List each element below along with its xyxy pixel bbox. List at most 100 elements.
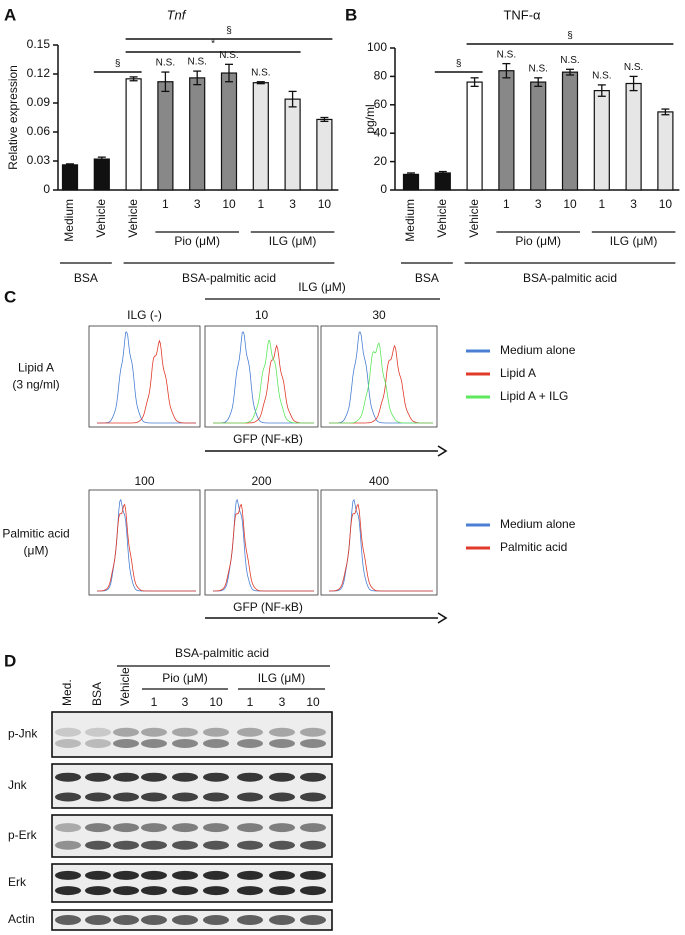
row-label: Palmitic acid bbox=[2, 527, 69, 541]
blot-band bbox=[113, 823, 139, 833]
blot-band bbox=[300, 727, 326, 737]
error-bar bbox=[438, 170, 447, 176]
panel-letter: A bbox=[4, 5, 16, 24]
bar bbox=[402, 173, 420, 191]
column-label: 200 bbox=[251, 474, 271, 488]
y-tick-label: 0.03 bbox=[27, 153, 51, 167]
blot-band bbox=[85, 870, 111, 880]
column-label: 30 bbox=[372, 308, 386, 322]
blot-band bbox=[300, 915, 326, 925]
histogram-curve bbox=[213, 503, 314, 592]
group-label: ILG (μM) bbox=[258, 671, 306, 685]
lane-label: BSA bbox=[90, 682, 104, 706]
error-bar bbox=[534, 77, 543, 87]
bar bbox=[125, 78, 142, 191]
blot-band bbox=[237, 739, 263, 748]
x-axis-label: GFP (NF-κB) bbox=[233, 432, 303, 446]
ns-label: N.S. bbox=[251, 67, 270, 78]
group-label: BSA bbox=[415, 271, 439, 285]
y-tick-label: 0 bbox=[43, 182, 50, 196]
x-tick-label: 3 bbox=[630, 197, 637, 211]
x-tick-label: 3 bbox=[289, 197, 296, 211]
x-tick-label: Vehicle bbox=[94, 199, 108, 238]
ns-label: N.S. bbox=[156, 58, 175, 69]
blot-band bbox=[113, 886, 139, 896]
significance-label: * bbox=[211, 39, 215, 50]
error-bar bbox=[597, 84, 606, 97]
lane-label: Med. bbox=[60, 679, 74, 706]
error-bar bbox=[502, 62, 511, 79]
blot-frame bbox=[51, 711, 333, 758]
ns-label: N.S. bbox=[528, 63, 547, 74]
x-tick-label: 10 bbox=[222, 197, 236, 211]
blot-band bbox=[237, 870, 263, 880]
blot-band bbox=[269, 823, 295, 833]
bar bbox=[189, 77, 206, 191]
blot-band bbox=[113, 792, 139, 802]
bar bbox=[61, 164, 79, 191]
blot-band bbox=[113, 870, 139, 880]
blot-band bbox=[300, 840, 326, 850]
blot-band bbox=[141, 727, 167, 737]
y-tick-label: 0.06 bbox=[27, 124, 51, 138]
column-label: 10 bbox=[255, 308, 269, 322]
blot-band bbox=[113, 840, 139, 850]
blot-band bbox=[300, 739, 326, 748]
x-tick-label: Medium bbox=[403, 199, 417, 242]
blot-band bbox=[113, 727, 139, 737]
x-tick-label: Medium bbox=[62, 199, 76, 242]
blot-band bbox=[55, 772, 81, 782]
ns-label: N.S. bbox=[624, 62, 643, 73]
error-bar bbox=[288, 90, 297, 108]
ns-label: N.S. bbox=[592, 71, 611, 82]
blot-frame bbox=[51, 863, 333, 903]
dose-label: 10 bbox=[209, 695, 223, 709]
error-bar bbox=[66, 163, 74, 167]
bar bbox=[220, 72, 238, 191]
histogram-frame bbox=[204, 325, 319, 428]
blot-band bbox=[113, 915, 139, 925]
header-label: BSA-palmitic acid bbox=[175, 646, 269, 660]
x-tick-label: 1 bbox=[598, 197, 605, 211]
histogram-frame bbox=[88, 325, 201, 428]
blot-band bbox=[300, 792, 326, 802]
arrow-head bbox=[437, 612, 448, 624]
blot-band bbox=[85, 840, 111, 850]
significance-label: § bbox=[456, 59, 462, 70]
y-axis-label: Relative expression bbox=[6, 65, 20, 170]
bar bbox=[561, 71, 579, 191]
blot-band bbox=[203, 840, 229, 850]
blot-band bbox=[300, 886, 326, 896]
blot-band bbox=[237, 727, 263, 737]
blot-band bbox=[85, 739, 111, 748]
blot-band bbox=[85, 915, 111, 925]
bar bbox=[252, 82, 269, 191]
x-tick-label: 1 bbox=[503, 197, 510, 211]
blot-band bbox=[55, 823, 81, 833]
panel-letter: B bbox=[345, 5, 357, 24]
blot-band bbox=[237, 886, 263, 896]
legend-label: Palmitic acid bbox=[500, 540, 567, 554]
lane-label: Vehicle bbox=[118, 667, 132, 706]
blot-band bbox=[172, 915, 198, 925]
dose-label: 3 bbox=[279, 695, 286, 709]
dose-label: 1 bbox=[247, 695, 254, 709]
y-tick-label: 0.12 bbox=[27, 66, 51, 80]
row-label: Jnk bbox=[8, 778, 28, 792]
row-label: (3 ng/ml) bbox=[12, 378, 59, 392]
blot-band bbox=[141, 772, 167, 782]
blot-band bbox=[269, 772, 295, 782]
histogram-curve bbox=[213, 339, 314, 424]
panel-letter: D bbox=[4, 651, 16, 670]
ns-label: N.S. bbox=[219, 50, 238, 61]
error-bar bbox=[566, 68, 574, 76]
legend-label: Lipid A bbox=[500, 366, 536, 380]
error-bar bbox=[161, 71, 170, 93]
histogram-frame bbox=[204, 489, 319, 596]
blot-band bbox=[269, 739, 295, 748]
group-label: Pio (μM) bbox=[174, 234, 220, 248]
blot-band bbox=[55, 870, 81, 880]
blot-band bbox=[172, 886, 198, 896]
group-label: Pio (μM) bbox=[515, 234, 561, 248]
